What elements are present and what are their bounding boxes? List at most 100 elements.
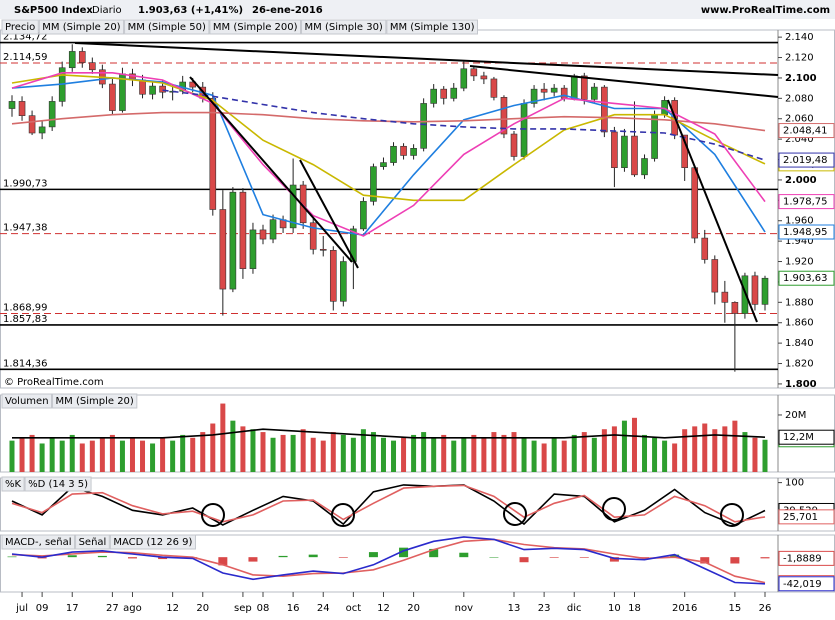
candle-body bbox=[380, 162, 387, 167]
level-label: 2.134,72 bbox=[3, 32, 48, 43]
bar bbox=[752, 437, 758, 472]
level-label: 1.947,38 bbox=[3, 223, 48, 234]
bar bbox=[549, 557, 559, 558]
x-tick-label: 27 bbox=[106, 603, 119, 614]
bar bbox=[7, 556, 17, 558]
value-tag-box bbox=[778, 152, 835, 168]
x-tick-label: 16 bbox=[287, 603, 300, 614]
bar bbox=[368, 552, 378, 558]
bar bbox=[140, 440, 146, 472]
value-tags: 1.903,631.948,952.015,762.048,411.978,75… bbox=[778, 123, 835, 592]
bar bbox=[19, 437, 25, 472]
candle-body bbox=[691, 167, 699, 239]
candle-body bbox=[570, 75, 578, 99]
candle-body bbox=[78, 51, 86, 63]
y-tick-label: 2.000 bbox=[785, 175, 817, 186]
legend-item: %K bbox=[1, 476, 25, 492]
candle-body bbox=[591, 86, 598, 100]
candle-body bbox=[751, 275, 759, 305]
bar bbox=[180, 434, 186, 472]
bar bbox=[29, 434, 35, 472]
bar bbox=[340, 434, 346, 472]
candle-body bbox=[580, 75, 588, 100]
legend-label: MM (Simple 30) bbox=[305, 22, 383, 33]
bar bbox=[621, 420, 627, 472]
bar bbox=[702, 423, 708, 472]
bar bbox=[270, 437, 276, 472]
y-tick-label: 1.860 bbox=[785, 318, 814, 329]
bar bbox=[501, 434, 507, 472]
candle-body bbox=[520, 103, 528, 157]
candle-body bbox=[701, 237, 709, 260]
bar bbox=[411, 434, 417, 472]
legend-label: MM (Simple 130) bbox=[390, 22, 475, 33]
candle-body bbox=[159, 85, 166, 93]
candle-body bbox=[560, 87, 568, 99]
candle-body bbox=[18, 101, 26, 116]
y-tick-label: 2.060 bbox=[785, 114, 814, 125]
bar bbox=[97, 555, 107, 558]
circle-mark bbox=[331, 503, 355, 527]
candle-body bbox=[721, 291, 729, 303]
legend-box bbox=[1, 19, 39, 35]
value-tag-box bbox=[778, 194, 835, 210]
candle-body bbox=[329, 250, 337, 302]
legend-box bbox=[1, 476, 25, 492]
bar bbox=[150, 443, 156, 472]
series-line bbox=[11, 484, 766, 526]
candle-body bbox=[340, 261, 347, 302]
bar bbox=[300, 429, 306, 472]
value-tag: 25,701 bbox=[783, 512, 818, 523]
candle-body bbox=[289, 184, 297, 229]
x-tick-label: oct bbox=[346, 603, 362, 614]
value-tag-box bbox=[778, 509, 835, 525]
copyright: © ProRealTime.com bbox=[4, 377, 104, 388]
x-tick-label: 08 bbox=[257, 603, 270, 614]
candle-body bbox=[651, 114, 658, 159]
bar bbox=[571, 434, 577, 472]
value-tag-box bbox=[778, 550, 835, 566]
legend-item: MM (Simple 50) bbox=[124, 19, 210, 35]
bar bbox=[290, 434, 296, 472]
bar bbox=[67, 555, 77, 558]
bar bbox=[170, 440, 176, 472]
bar bbox=[491, 432, 497, 472]
bar bbox=[451, 440, 457, 472]
candle-body bbox=[490, 78, 498, 98]
bar bbox=[89, 440, 95, 472]
legend-box bbox=[75, 534, 110, 550]
x-tick-label: 15 bbox=[729, 603, 742, 614]
candle-body bbox=[500, 97, 508, 135]
candle-body bbox=[540, 88, 548, 93]
bar bbox=[250, 429, 256, 472]
candle-body bbox=[601, 86, 608, 133]
candle-body bbox=[249, 229, 257, 269]
candle-body bbox=[309, 222, 317, 250]
x-tick-label: 24 bbox=[317, 603, 330, 614]
bar bbox=[551, 437, 557, 472]
circle-mark bbox=[720, 503, 744, 527]
bar bbox=[220, 403, 226, 472]
candle-body bbox=[731, 302, 739, 314]
trend-line bbox=[299, 159, 359, 269]
bar bbox=[609, 557, 619, 562]
legend-item: MM (Simple 20) bbox=[52, 393, 138, 409]
x-tick-label: 2016 bbox=[672, 603, 697, 614]
bar bbox=[370, 432, 376, 472]
candle-body bbox=[229, 191, 237, 290]
bar bbox=[39, 443, 45, 472]
value-tag-box bbox=[778, 576, 835, 592]
x-tick-label: 10 bbox=[608, 603, 621, 614]
bar bbox=[652, 437, 658, 472]
bar bbox=[127, 557, 137, 559]
x-tick-label: 09 bbox=[36, 603, 49, 614]
legend-item: MM (Simple 30) bbox=[301, 19, 387, 35]
y-tick-label: 2.120 bbox=[785, 53, 814, 64]
x-tick-label: 12 bbox=[377, 603, 390, 614]
x-tick-label: 12 bbox=[166, 603, 179, 614]
bar bbox=[9, 440, 15, 472]
candle-body bbox=[209, 98, 217, 210]
bar bbox=[489, 557, 499, 558]
x-tick-label: 20 bbox=[407, 603, 420, 614]
stochastic-circles bbox=[201, 497, 744, 527]
